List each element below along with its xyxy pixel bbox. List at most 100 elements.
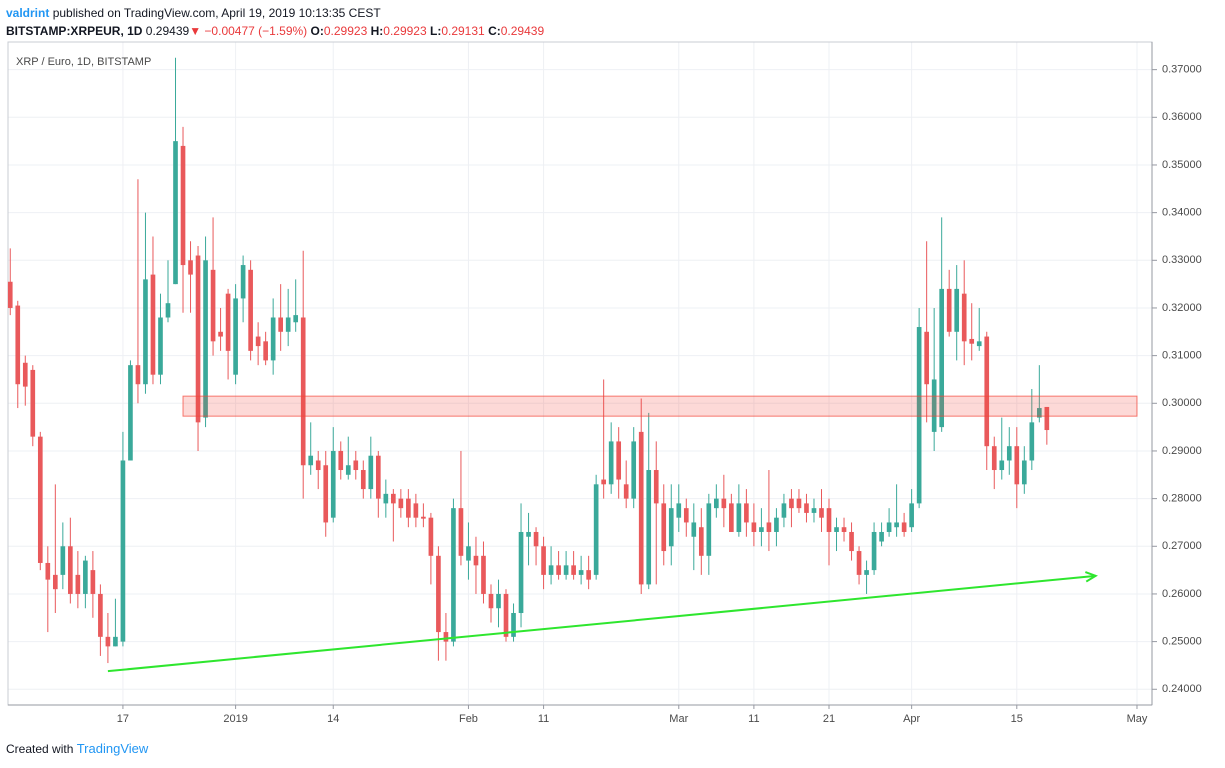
candle-body [30, 369, 36, 437]
candle-body [834, 527, 839, 532]
candle-body [796, 498, 802, 509]
candle-body [83, 560, 88, 594]
y-tick-label: 0.34000 [1162, 207, 1202, 219]
candle-body [188, 260, 193, 275]
candle-body [976, 341, 982, 347]
candle-body [173, 141, 178, 285]
candle-body [210, 269, 216, 342]
candle-body [383, 493, 389, 504]
x-tick-label: Apr [903, 713, 920, 725]
candle-body [924, 331, 929, 385]
candle-body [631, 441, 637, 499]
candle-body [668, 508, 674, 547]
candle-body [954, 288, 960, 332]
candle-body [999, 460, 1005, 471]
candle-body [338, 450, 344, 471]
chart-title: XRP / Euro, 1D, BITSTAMP [16, 56, 151, 68]
candle-body [714, 498, 719, 509]
candle-body [991, 446, 997, 471]
candle-body [45, 562, 51, 580]
candle-body [158, 317, 163, 375]
candle-body [751, 522, 757, 532]
o: 0.29923 [323, 24, 368, 38]
candle-body [488, 593, 494, 609]
y-tick-label: 0.26000 [1162, 588, 1202, 600]
brand[interactable]: TradingView [76, 741, 149, 756]
x-tick-label: 2019 [223, 713, 247, 725]
candle-body [736, 503, 742, 532]
candle-body [916, 327, 922, 504]
candle-body [37, 436, 43, 563]
candle-body [548, 565, 554, 575]
resistance-zone [182, 395, 1138, 417]
published: published on TradingView.com, April 19, … [52, 6, 381, 20]
candle-body [406, 498, 411, 518]
candle-body [421, 516, 426, 519]
candle-body [676, 503, 682, 518]
candle-body [856, 551, 862, 575]
candle-body [804, 503, 809, 513]
header: valdrint published on TradingView.com, A… [6, 4, 544, 40]
candle-body [398, 498, 404, 509]
y-tick-label: 0.30000 [1162, 397, 1202, 409]
candle-body [608, 441, 614, 485]
candle-body [135, 365, 141, 385]
candle-body [98, 593, 103, 637]
candle-body [22, 362, 28, 387]
candle-body [248, 269, 253, 351]
trend-line [107, 574, 1096, 673]
candle-body [518, 531, 524, 614]
candle-body [541, 546, 546, 575]
candle-body [308, 455, 314, 466]
candle-body [511, 613, 516, 637]
candle-body [646, 470, 652, 585]
candle-body [473, 555, 479, 566]
candle-body [984, 336, 990, 447]
footer: Created with TradingView [6, 741, 148, 756]
candle-body [368, 455, 374, 490]
h: 0.29923 [383, 24, 427, 38]
candle-body [533, 531, 539, 547]
candle-body [7, 281, 13, 308]
candle-body [451, 508, 456, 642]
candle-body [113, 636, 118, 647]
candle-body [300, 317, 306, 466]
x-tick-label: 15 [1011, 713, 1023, 725]
candle-body [1014, 446, 1020, 485]
candle-body [225, 293, 231, 351]
candle-body [886, 522, 892, 532]
x-tick-label: Feb [459, 713, 478, 725]
candle-body [195, 255, 201, 423]
candle-body [315, 460, 321, 471]
candle-body [1044, 406, 1050, 431]
candle-body [774, 517, 779, 532]
candle-body [683, 508, 689, 523]
candle-body [1021, 460, 1027, 485]
candle-body [563, 565, 569, 575]
candle-body [931, 379, 937, 432]
candle-body [578, 570, 584, 575]
x-tick-label: 21 [823, 713, 835, 725]
candle-body [345, 465, 351, 475]
candle-body [68, 546, 73, 594]
candle-body [128, 365, 133, 461]
l-label: L: [430, 24, 442, 38]
candle-body [871, 531, 877, 571]
x-tick-label: 14 [327, 713, 339, 725]
candle-body [218, 331, 223, 337]
candle-body [909, 503, 914, 528]
h-label: H: [370, 24, 384, 38]
y-tick-label: 0.36000 [1162, 111, 1202, 123]
created: Created with [6, 742, 74, 756]
candle-body [789, 498, 794, 509]
candle-body [849, 531, 854, 552]
candle-body [586, 570, 591, 580]
candle-body [571, 565, 576, 575]
candle-body [233, 298, 238, 375]
c: 0.29439 [500, 24, 545, 38]
l: 0.29131 [441, 24, 485, 38]
candle-body [841, 527, 847, 532]
author[interactable]: valdrint [6, 6, 50, 20]
candle-body [1029, 422, 1035, 461]
